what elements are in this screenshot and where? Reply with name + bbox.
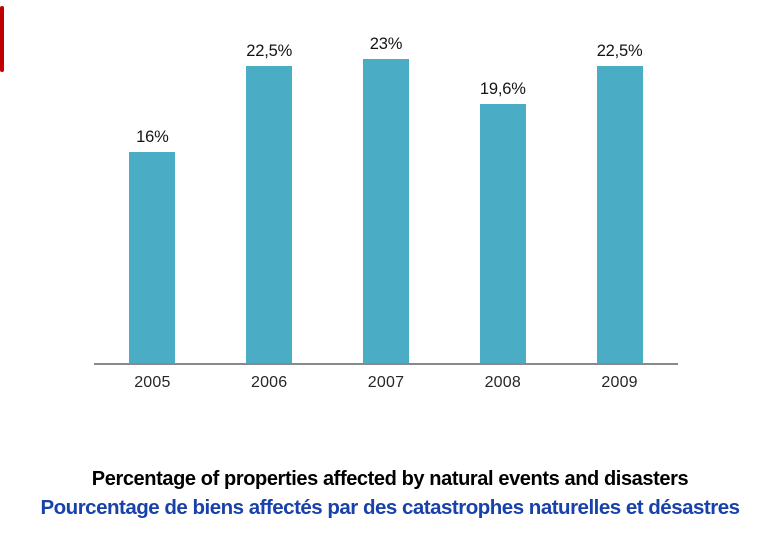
bar-value-label-2007: 23%	[369, 35, 403, 53]
x-axis-labels: 2005 2006 2007 2008 2009	[94, 374, 678, 392]
x-axis-label-2007: 2007	[367, 374, 405, 391]
bar-column-2009: 22,5%	[561, 30, 678, 363]
plot-area: 16% 22,5% 23% 19,6% 22,5%	[94, 30, 678, 365]
bar-column-2006: 22,5%	[211, 30, 328, 363]
chart-title-french: Pourcentage de biens affectés par des ca…	[40, 495, 740, 519]
x-axis-label-2006: 2006	[250, 374, 288, 391]
bar-2009	[596, 66, 643, 363]
bar-value-label-2005: 16%	[136, 128, 169, 146]
bar-2007	[362, 59, 409, 363]
bar-2006	[246, 66, 293, 363]
chart-title-english: Percentage of properties affected by nat…	[91, 468, 689, 490]
bar-2005	[129, 152, 176, 363]
x-axis-label-2009: 2009	[601, 374, 638, 391]
bar-value-label-2008: 19,6%	[479, 80, 526, 98]
left-accent-mark	[0, 6, 4, 72]
x-axis-label-2008: 2008	[484, 374, 521, 391]
bar-2008	[479, 104, 526, 363]
bar-column-2005: 16%	[94, 30, 211, 363]
bar-column-2008: 19,6%	[444, 30, 561, 363]
x-axis-label-2005: 2005	[134, 374, 171, 391]
bar-value-label-2009: 22,5%	[596, 42, 643, 60]
bar-column-2007: 23%	[328, 30, 445, 363]
bar-value-label-2006: 22,5%	[246, 42, 293, 60]
caption-block: Percentage of properties affected by nat…	[0, 467, 780, 521]
